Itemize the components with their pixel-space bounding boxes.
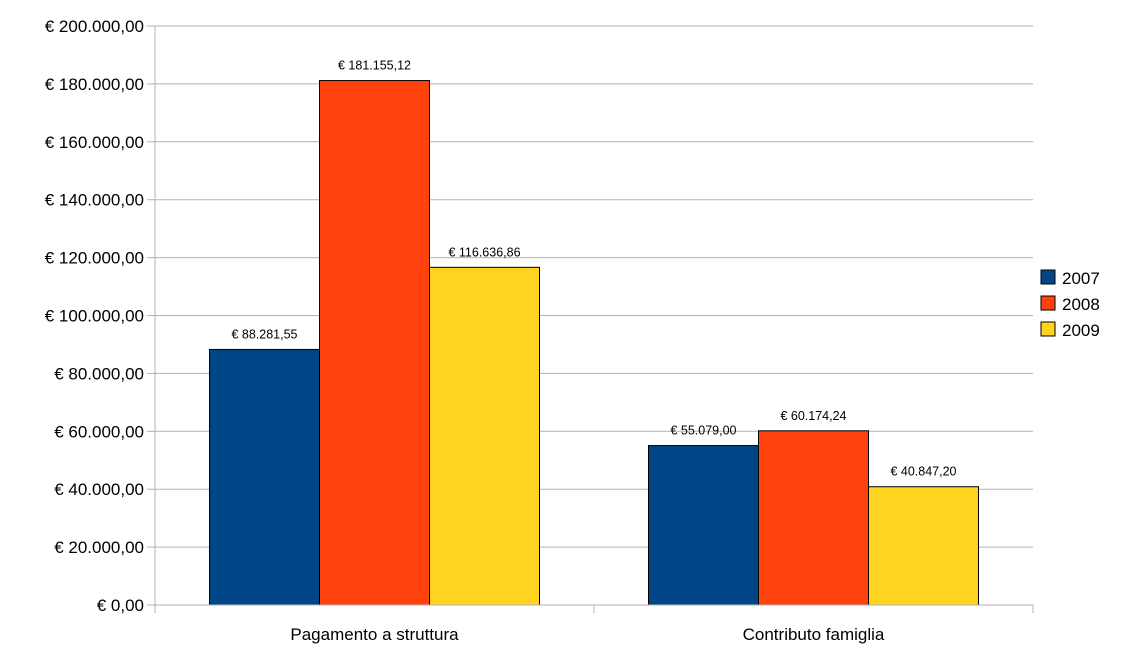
bar-2007 <box>648 445 759 606</box>
legend-label: 2007 <box>1062 269 1100 288</box>
y-tick-label: € 20.000,00 <box>54 538 144 557</box>
legend-label: 2009 <box>1062 321 1100 340</box>
y-tick-label: € 60.000,00 <box>54 422 144 441</box>
x-tick-label: Contributo famiglia <box>743 625 885 644</box>
axes: € 0,00 € 20.000,00 € 40.000,00 € 60.000,00 €… <box>45 17 1034 644</box>
y-tick-label: € 200.000,00 <box>45 17 144 36</box>
y-tick-label: € 180.000,00 <box>45 75 144 94</box>
bar-2008 <box>319 80 430 606</box>
bar-2009 <box>429 266 540 606</box>
x-tick-label: Pagamento a struttura <box>290 625 459 644</box>
y-tick-label: € 120.000,00 <box>45 249 144 268</box>
data-label: € 55.079,00 <box>670 424 736 438</box>
legend: 2007 2008 2009 <box>1040 269 1100 340</box>
y-tick-label: € 100.000,00 <box>45 307 144 326</box>
y-tick-label: € 160.000,00 <box>45 133 144 152</box>
data-label: € 116.636,86 <box>448 245 520 259</box>
y-tick-label: € 40.000,00 <box>54 480 144 499</box>
data-label: € 40.847,20 <box>890 465 956 479</box>
legend-label: 2008 <box>1062 295 1100 314</box>
legend-swatch-2007 <box>1040 269 1056 285</box>
data-label: € 88.281,55 <box>231 327 297 341</box>
y-tick-label: € 0,00 <box>97 596 144 615</box>
legend-swatch-2008 <box>1040 295 1056 311</box>
y-tick-label: € 80.000,00 <box>54 364 144 383</box>
bar-2009 <box>868 486 979 606</box>
bar-2008 <box>758 430 869 606</box>
bar-2007 <box>209 348 320 606</box>
bars <box>209 80 979 606</box>
data-label: € 60.174,24 <box>780 409 846 423</box>
data-label: € 181.155,12 <box>338 59 411 73</box>
legend-swatch-2009 <box>1040 321 1056 337</box>
data-labels: € 88.281,55 € 181.155,12 € 116.636,86 € 55.… <box>231 59 956 479</box>
y-tick-label: € 140.000,00 <box>45 191 144 210</box>
